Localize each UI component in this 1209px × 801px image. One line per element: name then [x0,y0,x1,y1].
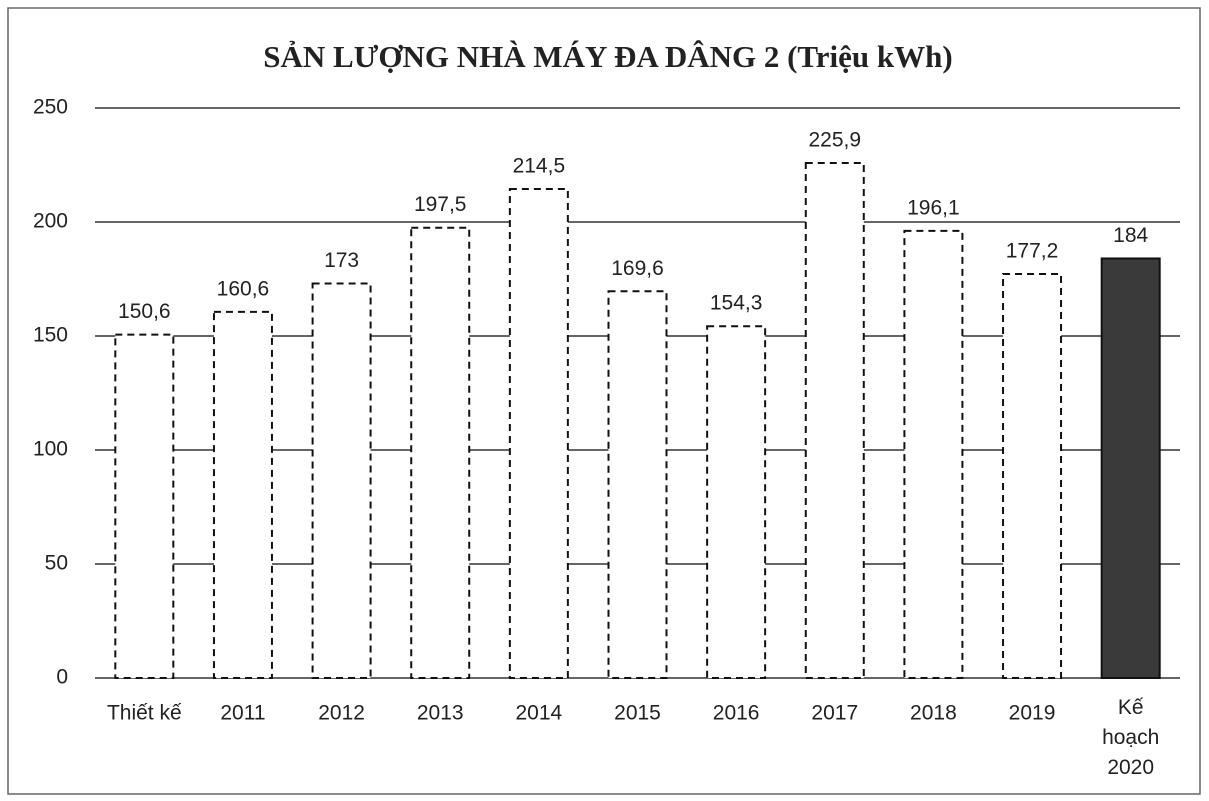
bar [114,333,175,679]
x-tick-label: 2017 [811,702,858,725]
bar [410,226,471,679]
value-label: 160,6 [217,277,270,300]
bar [508,187,569,679]
x-tick-label: 2013 [417,702,464,725]
value-label: 214,5 [513,154,566,177]
value-label: 169,6 [611,257,664,280]
value-label: 196,1 [907,196,960,219]
x-tick-label: 2011 [220,702,265,725]
y-tick-label: 0 [56,666,68,689]
x-tick-label: Thiết kế [107,702,182,725]
x-tick-label: 2018 [910,702,957,725]
bar [311,282,372,679]
value-label: 177,2 [1006,240,1059,263]
bar [706,325,767,679]
bar [804,161,865,679]
x-tick-label: Kế hoạch 2020 [1102,696,1159,779]
x-tick-label: 2019 [1009,702,1056,725]
value-label: 154,3 [710,292,763,315]
value-label: 150,6 [118,300,171,323]
y-tick-label: 150 [33,324,68,347]
y-tick-label: 100 [33,438,68,461]
x-tick-label: 2015 [614,702,661,725]
x-tick-label: 2016 [713,702,760,725]
y-tick-label: 50 [45,552,68,575]
value-label: 184 [1113,224,1148,247]
value-label: 225,9 [808,128,861,151]
frame [7,7,1201,795]
x-tick-label: 2012 [318,702,365,725]
value-label: 173 [324,249,359,272]
bar [212,310,273,679]
y-tick-label: 200 [33,210,68,233]
bar [1100,257,1161,679]
chart-title: SẢN LƯỢNG NHÀ MÁY ĐA DÂNG 2 (Triệu kWh) [263,39,952,74]
bar [607,290,668,679]
value-label: 197,5 [414,193,467,216]
bar [903,229,964,679]
y-tick-label: 250 [33,96,68,119]
x-tick-label: 2014 [516,702,563,725]
bar [1002,272,1063,679]
